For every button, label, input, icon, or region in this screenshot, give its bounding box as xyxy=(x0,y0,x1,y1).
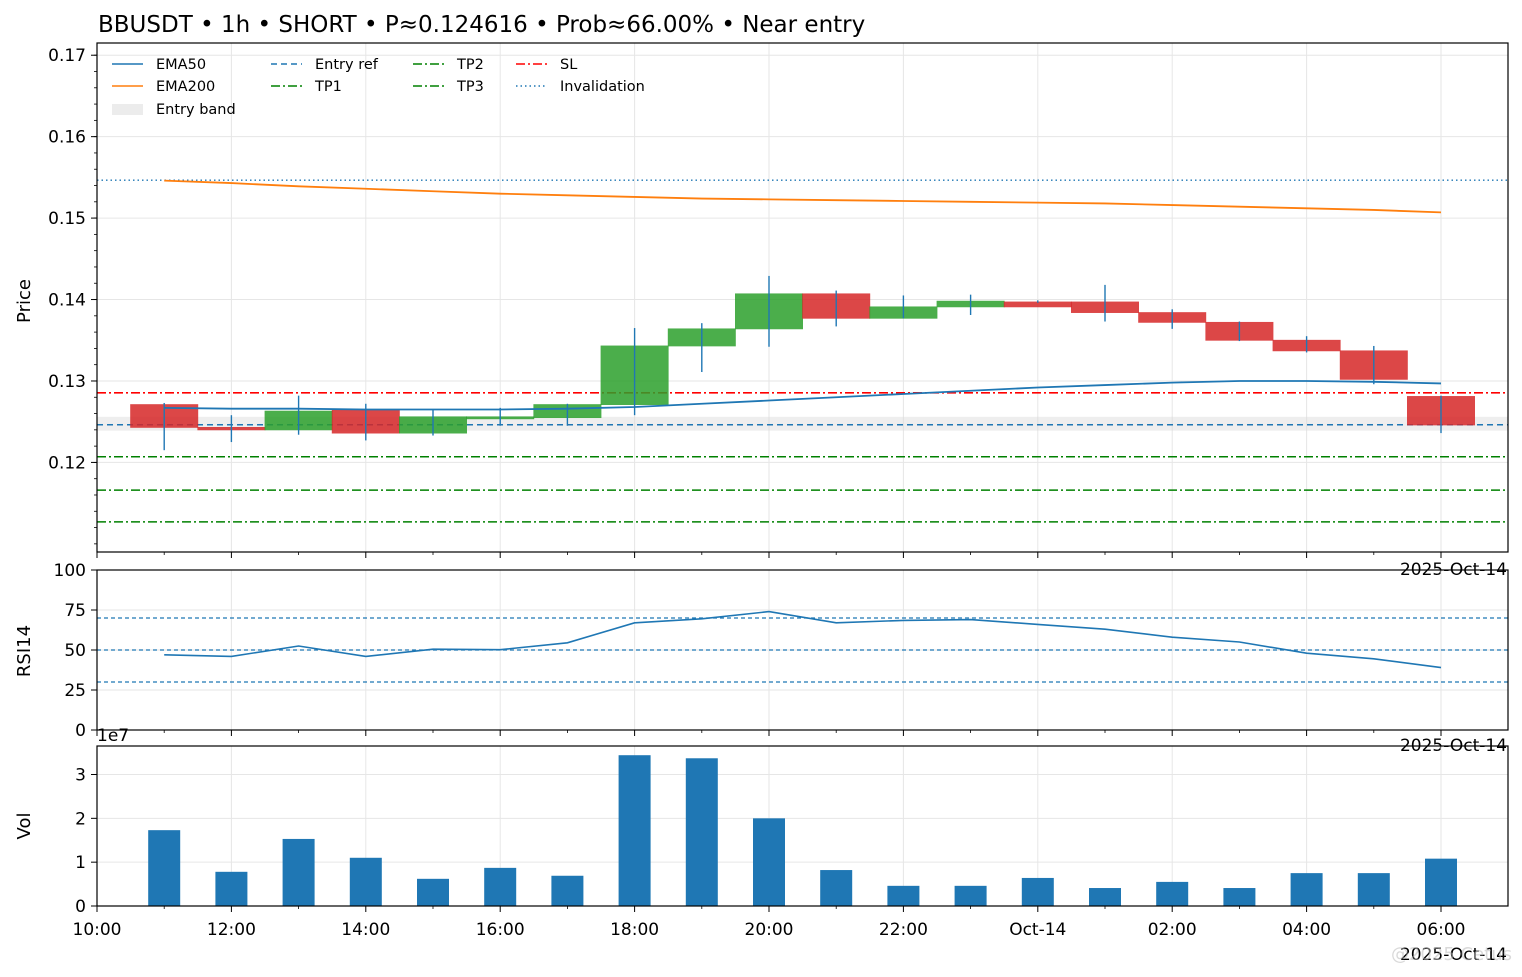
price-ytick-label: 0.17 xyxy=(48,46,86,66)
volume-ytick-label: 1 xyxy=(75,853,86,873)
volume-xtick-label: 10:00 xyxy=(73,920,122,940)
volume-bar xyxy=(1021,877,1054,906)
volume-bar xyxy=(954,885,987,906)
price-ytick-label: 0.15 xyxy=(48,209,86,229)
legend-entry: EMA200 xyxy=(156,79,215,95)
legend-entry: EMA50 xyxy=(156,57,206,73)
volume-xtick-label: Oct-14 xyxy=(1009,920,1066,940)
price-ytick-label: 0.16 xyxy=(48,128,86,148)
volume-bar xyxy=(1156,881,1189,906)
volume-bar xyxy=(282,838,315,906)
volume-bar xyxy=(1425,858,1457,906)
volume-axis: 10:00 12:00 14:00 16:00 18:00 20:00 22:00 Oct-1… xyxy=(73,765,1466,940)
legend-entry: SL xyxy=(560,57,577,73)
volume-bar xyxy=(1357,873,1390,906)
legend-entry: Invalidation xyxy=(560,79,645,95)
volume-ytick-label: 2 xyxy=(75,809,86,829)
volume-xtick-label: 14:00 xyxy=(341,920,390,940)
volume-frame xyxy=(96,745,1509,907)
volume-ytick-label: 3 xyxy=(75,765,86,785)
volume-bar xyxy=(417,878,449,906)
legend-entry: Entry band xyxy=(156,102,236,118)
volume-bar xyxy=(685,758,718,906)
volume-bar xyxy=(1290,873,1323,906)
volume-xtick-label: 22:00 xyxy=(879,920,928,940)
volume-offset-text: 2025-Oct-14 xyxy=(1400,945,1507,965)
price-frame xyxy=(96,42,1509,553)
price-emas xyxy=(164,179,1442,411)
volume-xtick-label: 20:00 xyxy=(745,920,794,940)
rsi-axis: 0 25 50 75 100 xyxy=(54,561,1442,741)
volume-bar xyxy=(820,870,853,906)
volume-xtick-label: 12:00 xyxy=(207,920,256,940)
legend-entry: TP2 xyxy=(456,57,484,73)
volume-bar xyxy=(618,755,651,906)
legend-entry: Entry ref xyxy=(315,57,379,73)
volume-bar xyxy=(551,875,584,906)
ema200-line xyxy=(164,179,1442,214)
volume-bar xyxy=(349,857,382,906)
rsi-frame xyxy=(96,569,1509,731)
price-panel: 0.12 0.13 0.14 0.15 0.16 0.17 Price EMA50 EMA2… xyxy=(14,42,1509,580)
volume-bars xyxy=(148,755,1457,906)
rsi-ylabel: RSI14 xyxy=(14,625,35,677)
volume-panel: 10:00 12:00 14:00 16:00 18:00 20:00 22:00 Oct-1… xyxy=(14,726,1509,965)
volume-xtick-label: 16:00 xyxy=(476,920,525,940)
rsi14-line xyxy=(164,610,1442,669)
volume-bar xyxy=(148,830,181,906)
volume-bar xyxy=(887,885,920,906)
rsi-ytick-label: 75 xyxy=(64,601,86,621)
rsi-ytick-label: 0 xyxy=(75,721,86,741)
volume-bar xyxy=(1223,888,1256,906)
chart-title: BBUSDT • 1h • SHORT • P≈0.124616 • Prob≈… xyxy=(98,12,865,38)
volume-bar xyxy=(1089,888,1121,906)
price-ytick-label: 0.12 xyxy=(48,453,86,473)
volume-xtick-label: 02:00 xyxy=(1148,920,1197,940)
watermark: @2025 Cetus xyxy=(1391,944,1512,965)
price-ytick-label: 0.13 xyxy=(48,372,86,392)
volume-bar xyxy=(753,818,785,906)
volume-bar xyxy=(484,867,517,906)
price-ylabel: Price xyxy=(14,279,35,323)
rsi-ytick-label: 25 xyxy=(64,681,86,701)
legend-entry: TP3 xyxy=(456,79,484,95)
volume-bar xyxy=(215,871,248,906)
price-axis: 0.12 0.13 0.14 0.15 0.16 0.17 xyxy=(48,46,1442,558)
ema50-line xyxy=(164,380,1442,411)
volume-ytick-label: 0 xyxy=(75,897,86,917)
price-candles xyxy=(130,275,1476,451)
rsi-ytick-label: 50 xyxy=(64,641,86,661)
volume-xtick-label: 06:00 xyxy=(1417,920,1466,940)
legend-swatch xyxy=(112,104,143,115)
volume-ylabel: Vol xyxy=(14,813,35,840)
legend-entry: TP1 xyxy=(314,79,342,95)
price-ytick-label: 0.14 xyxy=(48,291,86,311)
rsi-ytick-label: 100 xyxy=(54,561,86,581)
volume-xtick-label: 18:00 xyxy=(610,920,659,940)
volume-scale-label: 1e7 xyxy=(97,726,129,746)
price-legend: EMA50 EMA200 Entry band Entry ref TP1 TP2 TP3 S… xyxy=(112,57,645,118)
volume-xtick-label: 04:00 xyxy=(1282,920,1331,940)
rsi-line xyxy=(164,610,1442,669)
